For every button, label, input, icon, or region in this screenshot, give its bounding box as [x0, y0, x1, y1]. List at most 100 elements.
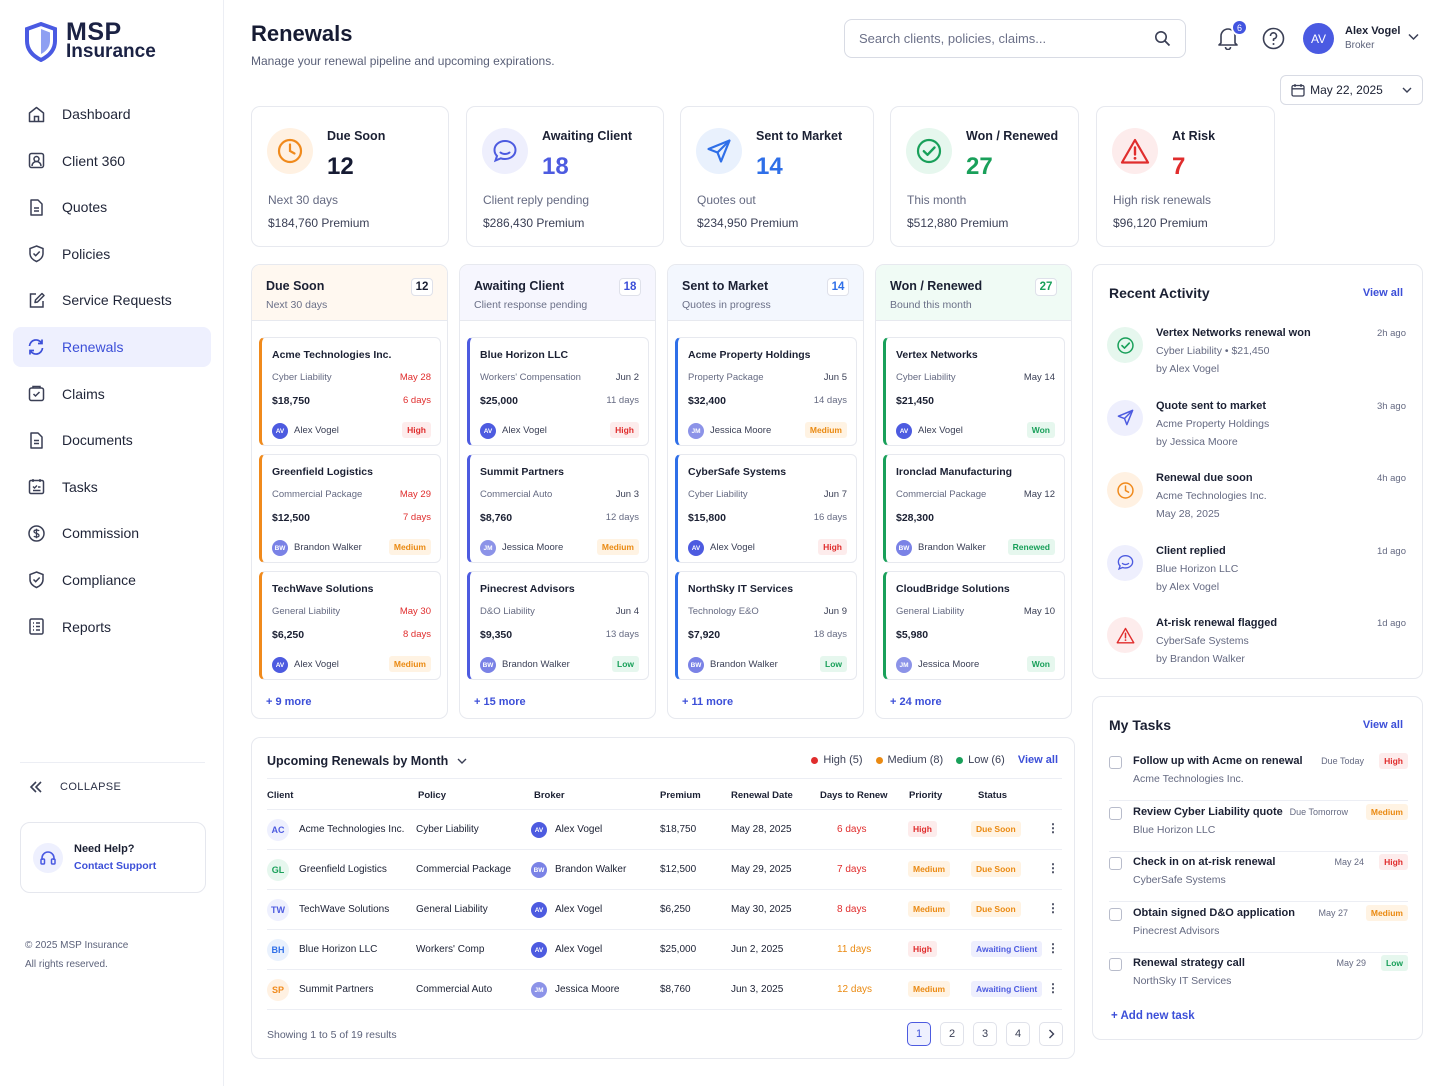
- sidebar-item-label: Commission: [62, 525, 140, 542]
- renewal-card[interactable]: Acme Property Holdings Property Package Ju…: [675, 337, 857, 446]
- search-input[interactable]: Search clients, policies, claims...: [844, 19, 1186, 58]
- activity-item[interactable]: At-risk renewal flagged CyberSafe Systems…: [1107, 617, 1410, 677]
- show-more-link[interactable]: + 24 more: [890, 696, 942, 708]
- activity-item[interactable]: Renewal due soon Acme Technologies Inc. Ma…: [1107, 472, 1410, 532]
- contact-support-link[interactable]: Contact Support: [74, 860, 157, 872]
- renewal-card[interactable]: Acme Technologies Inc. Cyber Liability May…: [259, 337, 441, 446]
- sidebar-item-quotes[interactable]: Quotes: [13, 187, 211, 227]
- next-page-button[interactable]: [1039, 1022, 1063, 1046]
- more-vertical-icon[interactable]: ⋮: [1047, 861, 1059, 875]
- show-more-link[interactable]: + 11 more: [682, 696, 734, 708]
- warning-icon: [1107, 617, 1143, 653]
- sidebar-item-claims[interactable]: Claims: [13, 374, 211, 414]
- table-title[interactable]: Upcoming Renewals by Month: [267, 754, 467, 768]
- task-title[interactable]: Check in on at-risk renewal: [1133, 856, 1276, 868]
- renewal-card[interactable]: TechWave Solutions General Liability May 3…: [259, 571, 441, 680]
- collapse-button[interactable]: COLLAPSE: [28, 780, 121, 794]
- table-row[interactable]: AC Acme Technologies Inc. Cyber Liability A…: [267, 810, 1062, 850]
- help-button[interactable]: [1262, 27, 1285, 50]
- selected-date: May 22, 2025: [1310, 83, 1383, 97]
- stat-card-sent-to-market[interactable]: Sent to Market 14 Quotes out $234,950 Premi…: [680, 106, 874, 247]
- user-menu[interactable]: Alex Vogel Broker: [1345, 25, 1400, 51]
- brand-logo[interactable]: MSP Insurance: [24, 20, 156, 62]
- activity-title: At-risk renewal flagged: [1156, 617, 1278, 629]
- task-checkbox[interactable]: [1109, 806, 1122, 820]
- more-vertical-icon[interactable]: ⋮: [1047, 941, 1059, 955]
- page-button[interactable]: 4: [1006, 1022, 1030, 1046]
- date-picker[interactable]: May 22, 2025: [1280, 75, 1423, 105]
- stat-card-due-soon[interactable]: Due Soon 12 Next 30 days $184,760 Premium: [251, 106, 449, 247]
- sidebar-item-client-360[interactable]: Client 360: [13, 141, 211, 181]
- renewal-card[interactable]: Summit Partners Commercial Auto Jun 3 $8,76…: [467, 454, 649, 563]
- sidebar-item-service-requests[interactable]: Service Requests: [13, 280, 211, 320]
- cell-client[interactable]: Acme Technologies Inc.: [299, 824, 405, 835]
- table-view-all-link[interactable]: View all: [1017, 754, 1058, 766]
- add-task-button[interactable]: + Add new task: [1111, 1010, 1195, 1022]
- legend-high: High (5): [811, 754, 863, 766]
- renewal-card[interactable]: Greenfield Logistics Commercial Package Ma…: [259, 454, 441, 563]
- sidebar-item-documents[interactable]: Documents: [13, 420, 211, 460]
- more-vertical-icon[interactable]: ⋮: [1047, 981, 1059, 995]
- th-client[interactable]: Client: [267, 790, 294, 801]
- activity-item[interactable]: Client replied Blue Horizon LLC by Alex Vo…: [1107, 544, 1410, 605]
- sidebar-item-policies[interactable]: Policies: [13, 234, 211, 274]
- stat-card-at-risk[interactable]: At Risk 7 High risk renewals $96,120 Premiu…: [1096, 106, 1275, 247]
- th-priority[interactable]: Priority: [909, 790, 943, 801]
- stat-card-awaiting-client[interactable]: Awaiting Client 18 Client reply pending $28…: [466, 106, 664, 247]
- show-more-link[interactable]: + 9 more: [266, 696, 312, 708]
- renewal-card[interactable]: Ironclad Manufacturing Commercial Package…: [883, 454, 1065, 563]
- avatar: BW: [480, 657, 496, 673]
- card-premium: $25,000: [480, 395, 518, 407]
- page-button[interactable]: 3: [973, 1022, 997, 1046]
- chevron-down-icon[interactable]: [1408, 33, 1419, 41]
- renewal-card[interactable]: CloudBridge Solutions General Liability Ma…: [883, 571, 1065, 680]
- sidebar-item-dashboard[interactable]: Dashboard: [13, 94, 211, 134]
- th-premium[interactable]: Premium: [660, 790, 701, 801]
- cell-client[interactable]: TechWave Solutions: [299, 904, 390, 915]
- renewal-card[interactable]: Pinecrest Advisors D&O Liability Jun 4 $9,3…: [467, 571, 649, 680]
- th-policy[interactable]: Policy: [418, 790, 446, 801]
- activity-view-all-link[interactable]: View all: [1362, 287, 1403, 299]
- more-vertical-icon[interactable]: ⋮: [1047, 901, 1059, 915]
- user-avatar[interactable]: AV: [1303, 23, 1334, 54]
- cell-client[interactable]: Greenfield Logistics: [299, 864, 387, 875]
- renewal-card[interactable]: CyberSafe Systems Cyber Liability Jun 7 $15…: [675, 454, 857, 563]
- table-row[interactable]: TW TechWave Solutions General Liability AV A…: [267, 890, 1062, 930]
- task-title[interactable]: Renewal strategy call: [1133, 957, 1245, 969]
- table-row[interactable]: GL Greenfield Logistics Commercial Package…: [267, 850, 1062, 890]
- th-broker[interactable]: Broker: [534, 790, 565, 801]
- activity-item[interactable]: Vertex Networks renewal won Cyber Liabili…: [1107, 327, 1410, 387]
- sidebar-item-compliance[interactable]: Compliance: [13, 560, 211, 600]
- task-title[interactable]: Follow up with Acme on renewal: [1133, 755, 1303, 767]
- stat-subtitle: Client reply pending: [483, 193, 590, 207]
- cell-client[interactable]: Blue Horizon LLC: [299, 944, 378, 955]
- th-days-to-renew[interactable]: Days to Renew: [820, 790, 888, 801]
- sidebar-item-tasks[interactable]: Tasks: [13, 467, 211, 507]
- th-status[interactable]: Status: [978, 790, 1008, 801]
- task-checkbox[interactable]: [1109, 756, 1122, 769]
- page-button[interactable]: 2: [940, 1022, 964, 1046]
- avatar: JM: [531, 982, 547, 998]
- show-more-link[interactable]: + 15 more: [474, 696, 526, 708]
- sidebar-item-renewals[interactable]: Renewals: [13, 326, 211, 367]
- tasks-view-all-link[interactable]: View all: [1362, 719, 1403, 731]
- task-checkbox[interactable]: [1109, 907, 1122, 921]
- more-vertical-icon[interactable]: ⋮: [1047, 821, 1059, 835]
- renewal-card[interactable]: Blue Horizon LLC Workers' Compensation Jun…: [467, 337, 649, 446]
- card-policy: Commercial Package: [896, 489, 987, 500]
- activity-item[interactable]: Quote sent to market Acme Property Holdin…: [1107, 399, 1410, 460]
- task-title[interactable]: Review Cyber Liability quote: [1133, 805, 1283, 818]
- sidebar-item-commission[interactable]: Commission: [13, 513, 211, 553]
- table-row[interactable]: BH Blue Horizon LLC Workers' Comp AV Alex Vo…: [267, 930, 1062, 970]
- th-renewal-date[interactable]: Renewal Date: [731, 790, 793, 801]
- renewal-card[interactable]: NorthSky IT Services Technology E&O Jun 9 $…: [675, 571, 857, 680]
- renewal-card[interactable]: Vertex Networks Cyber Liability May 14 $21,…: [883, 337, 1065, 446]
- table-row[interactable]: SP Summit Partners Commercial Auto JM Jessic…: [267, 970, 1062, 1010]
- cell-client[interactable]: Summit Partners: [299, 984, 374, 995]
- task-checkbox[interactable]: [1109, 857, 1122, 870]
- task-title[interactable]: Obtain signed D&O application: [1133, 906, 1295, 919]
- stat-card-won-renewed[interactable]: Won / Renewed 27 This month $512,880 Premiu…: [890, 106, 1079, 247]
- page-button[interactable]: 1: [907, 1022, 931, 1046]
- sidebar-item-reports[interactable]: Reports: [13, 607, 211, 647]
- task-checkbox[interactable]: [1109, 958, 1122, 971]
